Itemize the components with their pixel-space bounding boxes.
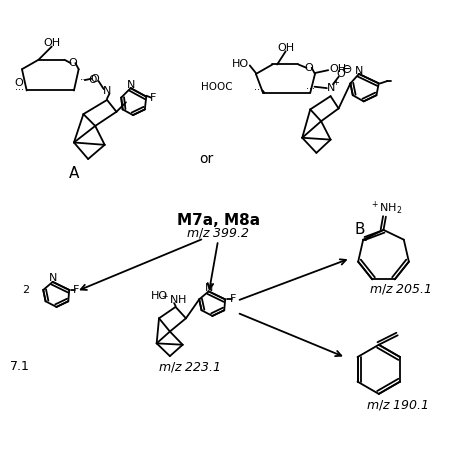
Text: F: F (73, 285, 80, 295)
Text: OH: OH (329, 64, 346, 74)
Text: ···: ··· (254, 85, 263, 95)
Text: OH: OH (277, 43, 294, 53)
Text: O: O (68, 58, 77, 68)
Text: OH: OH (43, 38, 60, 48)
Text: N: N (48, 273, 57, 283)
Text: $m/z$ 399.2: $m/z$ 399.2 (186, 226, 250, 240)
Text: O: O (14, 78, 23, 89)
Text: N: N (355, 65, 363, 76)
Text: ···O: ···O (80, 75, 99, 85)
Text: ⊖: ⊖ (341, 63, 352, 76)
Text: ···: ··· (15, 85, 24, 95)
Text: $^+$NH: $^+$NH (160, 292, 187, 307)
Text: HOOC: HOOC (201, 82, 232, 91)
Text: ···: ··· (306, 84, 315, 94)
Text: $m/z$ 205.1: $m/z$ 205.1 (369, 282, 431, 296)
Text: O: O (337, 69, 346, 79)
Text: B: B (355, 222, 365, 237)
Text: A: A (69, 166, 79, 181)
Text: +: + (332, 78, 339, 87)
Text: N: N (103, 86, 111, 96)
Text: $^+$NH$_2$: $^+$NH$_2$ (370, 200, 402, 217)
Text: O: O (91, 73, 100, 84)
Text: N: N (127, 80, 135, 90)
Text: O: O (304, 63, 313, 73)
Text: $m/z$ 223.1: $m/z$ 223.1 (158, 360, 221, 374)
Text: F: F (230, 294, 237, 304)
Text: N: N (204, 283, 213, 292)
Text: M7a, M8a: M7a, M8a (176, 213, 260, 228)
Text: 2: 2 (22, 285, 29, 295)
Text: $\mathit{7.1}$: $\mathit{7.1}$ (9, 360, 30, 374)
Text: N: N (327, 83, 335, 93)
Text: HO: HO (232, 60, 249, 70)
Text: F: F (150, 92, 156, 102)
Text: or: or (199, 152, 213, 166)
Text: HO: HO (150, 291, 168, 301)
Text: $m/z$ 190.1: $m/z$ 190.1 (366, 398, 429, 412)
